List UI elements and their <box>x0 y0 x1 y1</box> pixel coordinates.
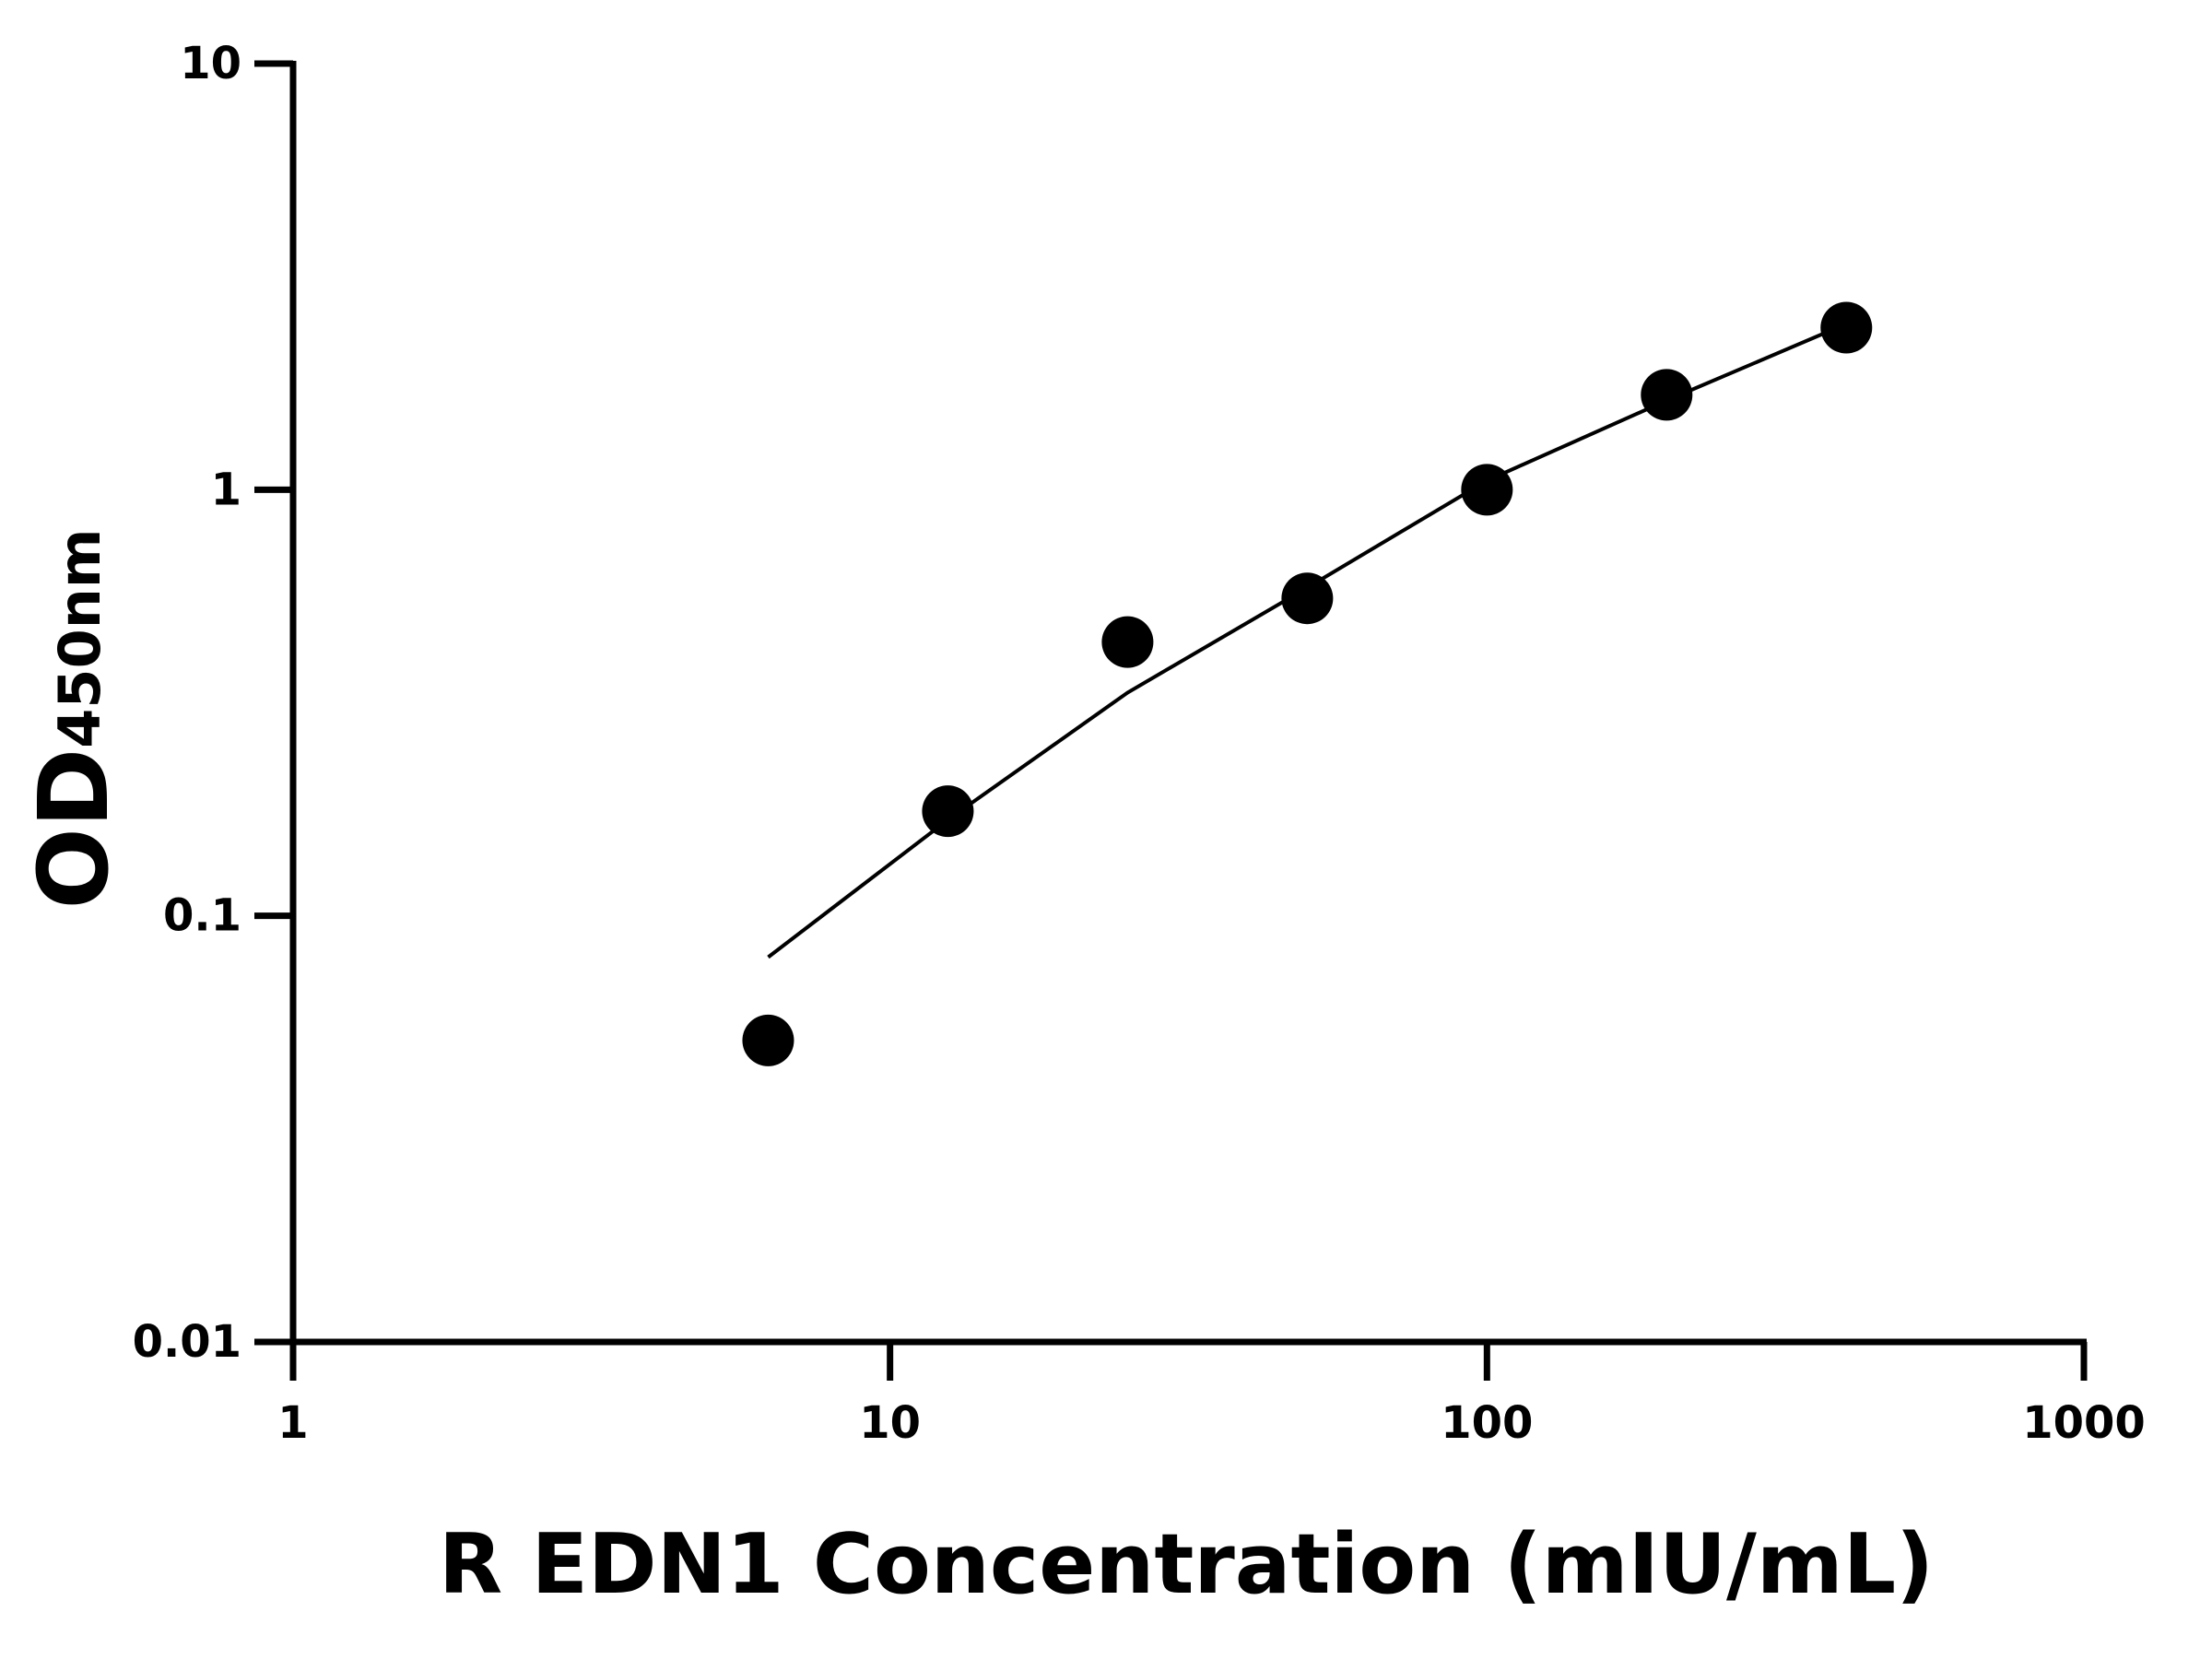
y-axis-label: OD450nm <box>18 529 130 910</box>
data-point <box>1641 369 1693 421</box>
x-tick-label: 10 <box>859 1397 921 1449</box>
y-axis-label-subscript: 450nm <box>46 529 113 748</box>
y-tick-label: 0.01 <box>133 1316 241 1368</box>
y-tick-label: 1 <box>211 464 241 515</box>
x-tick-label: 100 <box>1441 1397 1533 1449</box>
data-point <box>1101 616 1154 668</box>
x-axis-label: R EDN1 Concentration (mIU/mL) <box>439 1516 1934 1613</box>
data-point <box>1461 464 1513 516</box>
data-point <box>922 785 974 838</box>
x-tick-label: 1 <box>277 1397 308 1449</box>
y-tick-label: 0.1 <box>163 890 241 942</box>
data-point <box>1281 572 1334 625</box>
y-tick-label: 10 <box>180 38 241 89</box>
y-axis-label-main: OD <box>18 748 130 910</box>
data-point <box>742 1014 794 1066</box>
x-tick-label: 1000 <box>2022 1397 2146 1449</box>
data-point <box>1820 301 1873 354</box>
fit-curve <box>767 322 1848 959</box>
